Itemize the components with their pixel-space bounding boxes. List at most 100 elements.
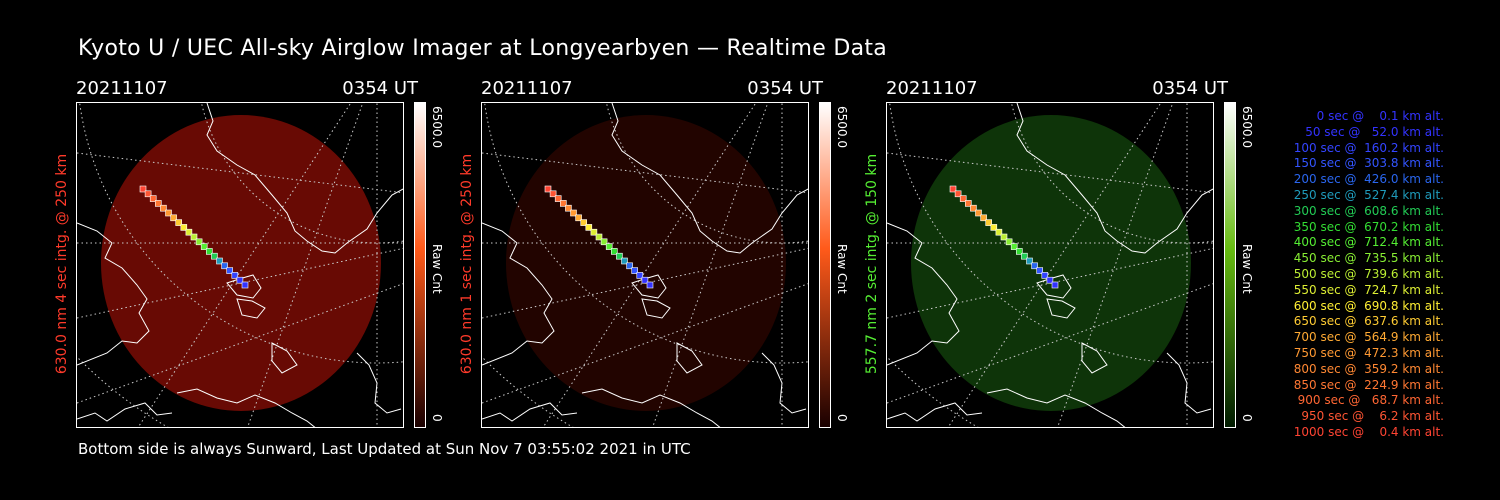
grid-line bbox=[947, 103, 1162, 427]
trajectory-point bbox=[636, 272, 644, 279]
coastline bbox=[887, 402, 983, 422]
grid-line bbox=[652, 103, 769, 427]
coastline bbox=[77, 222, 150, 366]
trajectory-point bbox=[585, 224, 593, 231]
coastline bbox=[986, 388, 1126, 427]
trajectory-point bbox=[206, 248, 213, 255]
coastline bbox=[271, 342, 298, 374]
trajectory-point bbox=[1010, 243, 1018, 250]
legend-row: 50 sec @ 52.0 km alt. bbox=[1297, 124, 1444, 139]
legend-row: 250 sec @ 527.4 km alt. bbox=[1289, 187, 1444, 202]
trajectory-point bbox=[1046, 276, 1054, 284]
allsky-image bbox=[77, 103, 403, 427]
coastline bbox=[356, 352, 402, 414]
page-title: Kyoto U / UEC All-sky Airglow Imager at … bbox=[78, 36, 888, 61]
trajectory-point bbox=[631, 267, 638, 274]
legend-row: 850 sec @ 224.9 km alt. bbox=[1289, 377, 1444, 392]
legend-row: 150 sec @ 303.8 km alt. bbox=[1289, 156, 1444, 171]
trajectory-point bbox=[1005, 238, 1013, 246]
colorbar bbox=[819, 102, 831, 428]
coastline bbox=[236, 298, 266, 319]
trajectory-point bbox=[626, 262, 633, 270]
legend-row: 0 sec @ 0.1 km alt. bbox=[1305, 109, 1444, 123]
colorbar bbox=[414, 102, 426, 428]
panel-date: 20211107 bbox=[76, 78, 168, 99]
trajectory-point bbox=[995, 228, 1003, 236]
coastline bbox=[1166, 352, 1212, 414]
trajectory-point bbox=[1031, 262, 1038, 270]
trajectory-point bbox=[149, 195, 157, 202]
wavelength-label: 630.0 nm 1 sec intg. @ 250 km bbox=[459, 153, 475, 375]
trajectory-point bbox=[975, 209, 982, 217]
coastline bbox=[641, 298, 671, 319]
legend-row: 100 sec @ 160.2 km alt. bbox=[1289, 140, 1444, 155]
coastline bbox=[176, 388, 316, 427]
trajectory-point bbox=[1016, 248, 1023, 255]
trajectory-point bbox=[155, 200, 162, 207]
trajectory-point bbox=[1051, 281, 1059, 289]
coastline bbox=[1081, 342, 1108, 374]
legend-row: 600 sec @ 690.8 km alt. bbox=[1289, 298, 1444, 313]
coastline bbox=[676, 342, 703, 374]
trajectory-point bbox=[1026, 257, 1033, 265]
allsky-image-frame bbox=[886, 102, 1214, 428]
coastline bbox=[482, 222, 555, 366]
allsky-image-frame bbox=[76, 102, 404, 428]
trajectory-point bbox=[970, 204, 977, 212]
legend-row: 650 sec @ 637.6 km alt. bbox=[1289, 314, 1444, 329]
legend-row: 800 sec @ 359.2 km alt. bbox=[1289, 361, 1444, 376]
trajectory-point bbox=[216, 257, 223, 265]
colorbar-min-label: 0 bbox=[430, 414, 444, 422]
grid-line bbox=[887, 152, 1213, 194]
allsky-image bbox=[482, 103, 808, 427]
coastline bbox=[482, 402, 578, 422]
trajectory-point bbox=[621, 257, 628, 265]
trajectory-point bbox=[221, 262, 228, 270]
trajectory-point bbox=[595, 233, 603, 241]
colorbar-max-label: 6500.0 bbox=[1240, 106, 1254, 148]
trajectory-point bbox=[954, 190, 962, 198]
coastline bbox=[1016, 103, 1213, 254]
legend-row: 400 sec @ 712.4 km alt. bbox=[1289, 235, 1444, 250]
imager-panel-1: 20211107 0354 UT 630.0 nm 4 sec intg. @ … bbox=[54, 78, 546, 438]
colorbar-unit-label: Raw Cnt bbox=[430, 244, 444, 294]
trajectory-point bbox=[139, 185, 147, 193]
grid-line bbox=[482, 152, 808, 194]
trajectory-point bbox=[646, 281, 654, 289]
coastline bbox=[206, 103, 403, 254]
airglow-disc bbox=[101, 115, 381, 411]
coastline bbox=[761, 352, 807, 414]
panel-time: 0354 UT bbox=[342, 78, 418, 99]
trajectory-point bbox=[185, 228, 193, 236]
trajectory-point bbox=[965, 200, 972, 207]
allsky-image-frame bbox=[481, 102, 809, 428]
imager-panel-3: 20211107 0354 UT 557.7 nm 2 sec intg. @ … bbox=[864, 78, 1356, 438]
trajectory-point bbox=[990, 224, 998, 231]
trajectory-point bbox=[236, 276, 244, 284]
legend-row: 300 sec @ 608.6 km alt. bbox=[1289, 203, 1444, 218]
coastline bbox=[1046, 298, 1076, 319]
colorbar-max-label: 6500.0 bbox=[835, 106, 849, 148]
legend-row: 950 sec @ 6.2 km alt. bbox=[1297, 409, 1444, 424]
legend-row: 700 sec @ 564.9 km alt. bbox=[1289, 330, 1444, 345]
colorbar-min-label: 0 bbox=[835, 414, 849, 422]
panel-date: 20211107 bbox=[481, 78, 573, 99]
trajectory-point bbox=[554, 195, 562, 202]
trajectory-point bbox=[1021, 252, 1028, 260]
legend-row: 550 sec @ 724.7 km alt. bbox=[1289, 282, 1444, 297]
panel-date: 20211107 bbox=[886, 78, 978, 99]
legend-row: 900 sec @ 68.7 km alt. bbox=[1293, 393, 1444, 408]
airglow-disc bbox=[911, 115, 1191, 411]
trajectory-point bbox=[165, 209, 172, 217]
colorbar-min-label: 0 bbox=[1240, 414, 1254, 422]
trajectory-point bbox=[226, 267, 233, 274]
trajectory-point bbox=[565, 204, 572, 212]
trajectory-point bbox=[580, 219, 587, 226]
trajectory-point bbox=[605, 243, 613, 250]
footer-note: Bottom side is always Sunward, Last Upda… bbox=[78, 440, 691, 458]
trajectory-point bbox=[200, 243, 208, 250]
trajectory-point bbox=[160, 204, 167, 212]
trajectory-point bbox=[570, 209, 577, 217]
grid-line bbox=[542, 103, 757, 427]
trajectory-point bbox=[180, 224, 188, 231]
